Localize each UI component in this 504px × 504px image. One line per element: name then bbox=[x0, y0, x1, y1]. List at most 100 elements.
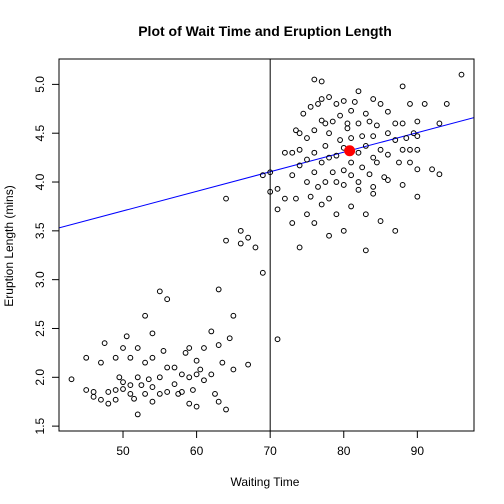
data-point bbox=[164, 389, 171, 395]
data-point bbox=[212, 390, 218, 397]
data-point bbox=[399, 83, 406, 90]
data-point bbox=[304, 135, 310, 141]
data-point bbox=[359, 164, 366, 171]
data-point bbox=[293, 127, 299, 134]
data-point bbox=[127, 390, 134, 397]
data-point bbox=[252, 244, 259, 251]
data-point bbox=[156, 288, 163, 295]
data-point bbox=[348, 135, 355, 141]
data-point bbox=[289, 172, 296, 179]
data-point bbox=[101, 340, 108, 347]
chart-title: Plot of Wait Time and Eruption Length bbox=[138, 23, 392, 39]
data-point bbox=[362, 110, 369, 117]
x-tick-label: 50 bbox=[116, 444, 130, 458]
data-point bbox=[226, 335, 233, 342]
data-point bbox=[245, 234, 252, 241]
data-point bbox=[178, 389, 185, 395]
data-point bbox=[311, 169, 318, 176]
data-point bbox=[322, 179, 329, 185]
data-point bbox=[274, 185, 281, 192]
data-point bbox=[370, 133, 377, 140]
y-tick-label: 4.0 bbox=[33, 173, 47, 190]
data-point bbox=[123, 333, 130, 340]
data-point bbox=[333, 101, 340, 107]
data-point bbox=[186, 345, 193, 351]
data-point bbox=[307, 103, 314, 110]
data-point bbox=[149, 330, 156, 337]
data-point bbox=[223, 237, 229, 244]
data-point bbox=[142, 390, 148, 397]
data-point bbox=[215, 286, 222, 293]
data-point bbox=[164, 296, 171, 303]
data-point bbox=[171, 381, 178, 388]
data-point bbox=[281, 195, 288, 202]
data-point bbox=[311, 220, 318, 226]
data-point bbox=[237, 227, 244, 234]
data-point bbox=[414, 133, 421, 140]
data-point bbox=[98, 396, 104, 403]
data-point bbox=[83, 387, 90, 393]
data-point bbox=[362, 142, 369, 149]
data-point bbox=[134, 411, 141, 418]
data-point bbox=[160, 348, 167, 354]
data-point bbox=[355, 179, 362, 185]
data-point bbox=[392, 227, 399, 234]
data-point bbox=[366, 171, 373, 178]
axes-group: 50 60 70 80 90 1.5 2.0 2.5 3.0 3.5 4.0 4.5 5.0 bbox=[33, 76, 424, 458]
data-point bbox=[149, 398, 156, 405]
data-point bbox=[407, 101, 413, 107]
data-point bbox=[326, 195, 332, 202]
data-point bbox=[296, 162, 303, 169]
data-point bbox=[340, 227, 347, 234]
data-point bbox=[311, 127, 318, 134]
data-point bbox=[223, 406, 229, 413]
data-point bbox=[362, 247, 369, 254]
data-point bbox=[105, 389, 112, 395]
data-point bbox=[326, 94, 332, 100]
data-point bbox=[385, 108, 391, 115]
data-point bbox=[315, 101, 321, 107]
data-point bbox=[414, 193, 421, 200]
data-point bbox=[131, 395, 137, 402]
y-tick-label: 3.5 bbox=[33, 222, 47, 239]
data-point bbox=[355, 149, 362, 156]
data-point bbox=[307, 193, 314, 200]
data-point bbox=[355, 88, 362, 95]
data-point bbox=[326, 130, 332, 137]
data-point bbox=[281, 149, 288, 156]
data-point bbox=[156, 374, 163, 381]
data-point bbox=[112, 354, 119, 361]
data-point bbox=[186, 374, 193, 381]
data-point bbox=[329, 118, 336, 125]
data-point bbox=[142, 359, 148, 366]
data-point bbox=[414, 146, 421, 153]
data-point bbox=[333, 152, 340, 159]
data-point bbox=[201, 345, 207, 351]
data-point bbox=[399, 120, 406, 127]
data-point bbox=[83, 354, 90, 361]
data-point bbox=[318, 117, 325, 124]
data-point bbox=[385, 130, 391, 137]
data-point bbox=[344, 125, 351, 132]
data-point bbox=[193, 357, 200, 364]
data-point bbox=[304, 156, 310, 163]
data-point bbox=[373, 159, 380, 166]
data-point bbox=[296, 146, 303, 153]
data-point bbox=[311, 76, 318, 83]
data-point bbox=[182, 349, 189, 356]
data-point bbox=[392, 120, 399, 127]
data-point bbox=[414, 166, 421, 173]
plot-frame bbox=[58, 58, 475, 432]
data-point bbox=[208, 371, 215, 378]
data-point bbox=[436, 120, 443, 127]
data-point bbox=[230, 312, 237, 319]
data-point bbox=[348, 203, 355, 210]
data-point bbox=[120, 345, 126, 351]
data-point bbox=[362, 211, 369, 218]
data-point bbox=[410, 130, 417, 137]
data-point bbox=[127, 382, 134, 389]
data-point bbox=[340, 167, 347, 174]
data-point bbox=[318, 159, 325, 166]
data-point bbox=[348, 107, 355, 114]
